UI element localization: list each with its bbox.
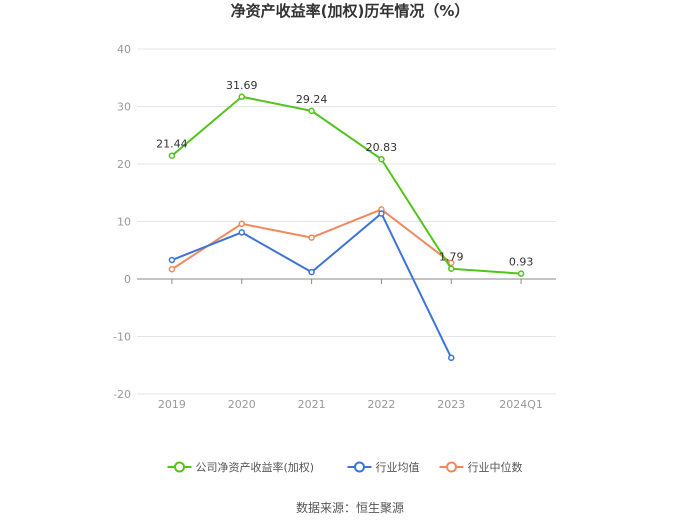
data-point xyxy=(448,265,455,272)
series-2 xyxy=(168,206,455,273)
data-point xyxy=(308,268,315,276)
data-label: 0.93 xyxy=(509,256,534,269)
y-tick-label: 10 xyxy=(117,216,131,229)
data-point xyxy=(168,152,176,159)
data-point xyxy=(378,210,385,217)
data-point xyxy=(378,155,385,163)
data-point xyxy=(238,229,245,236)
grid-layer xyxy=(137,48,556,395)
legend: 公司净资产收益率(加权) 行业均值 行业中位数 xyxy=(167,460,523,474)
data-point xyxy=(238,93,245,101)
series-layer xyxy=(168,93,525,362)
data-point xyxy=(238,220,245,228)
data-point xyxy=(168,256,176,264)
data-label-layer: 21.44 31.69 29.24 20.83 1.79 0.93 xyxy=(156,79,533,269)
y-tick-label: 20 xyxy=(117,158,131,171)
data-label: 1.79 xyxy=(439,251,464,264)
legend-label: 行业均值 xyxy=(376,461,420,474)
data-point xyxy=(448,259,455,267)
data-label: 21.44 xyxy=(156,138,188,151)
y-tick-label: 30 xyxy=(117,101,131,114)
legend-swatch-marker xyxy=(446,461,457,473)
data-label: 29.24 xyxy=(296,93,328,106)
x-tick-label: 2021 xyxy=(298,398,326,411)
data-point xyxy=(168,265,176,273)
series-1 xyxy=(168,210,455,362)
legend-swatch-marker xyxy=(174,461,185,473)
data-point xyxy=(517,270,525,277)
series-0 xyxy=(168,93,525,277)
data-point xyxy=(308,234,315,241)
legend-swatch-marker xyxy=(354,461,365,473)
data-label: 31.69 xyxy=(226,79,258,92)
x-tick-label: 2024Q1 xyxy=(499,398,543,411)
legend-label: 公司净资产收益率(加权) xyxy=(196,460,315,474)
x-tick-label: 2020 xyxy=(228,398,256,411)
y-tick-label: -10 xyxy=(113,331,131,344)
x-tick-label: 2019 xyxy=(158,398,186,411)
legend-item: 公司净资产收益率(加权) xyxy=(167,460,315,474)
y-tick-label: 0 xyxy=(124,273,131,286)
series-line xyxy=(171,95,522,275)
source-text: 数据来源：恒生聚源 xyxy=(296,500,404,515)
data-label: 20.83 xyxy=(366,141,398,154)
y-tick-label: -20 xyxy=(113,388,131,401)
axis-layer: -20 -10 0 10 20 30 40 2019 2020 2021 2022 2023 2024Q… xyxy=(113,43,543,411)
legend-item: 行业均值 xyxy=(347,461,420,474)
legend-item: 行业中位数 xyxy=(439,460,523,474)
x-tick-label: 2022 xyxy=(367,398,395,411)
legend-label: 行业中位数 xyxy=(468,460,523,474)
x-tick-label: 2023 xyxy=(437,398,465,411)
data-point xyxy=(448,354,455,362)
data-point xyxy=(308,107,315,115)
chart-title: 净资产收益率(加权)历年情况（%） xyxy=(231,2,470,20)
y-tick-label: 40 xyxy=(117,43,131,56)
